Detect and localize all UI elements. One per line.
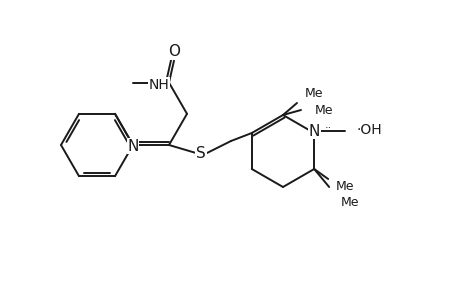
Text: S: S [196, 146, 206, 160]
Text: Me: Me [314, 103, 333, 116]
Text: N: N [308, 124, 319, 139]
Text: NH: NH [148, 78, 169, 92]
Text: ··: ·· [325, 123, 332, 133]
Text: N: N [127, 139, 138, 154]
Text: O: O [168, 44, 179, 59]
Text: ·OH: ·OH [355, 123, 381, 137]
Text: Me: Me [336, 179, 354, 193]
Text: Me: Me [304, 86, 323, 100]
Text: Me: Me [341, 196, 359, 208]
